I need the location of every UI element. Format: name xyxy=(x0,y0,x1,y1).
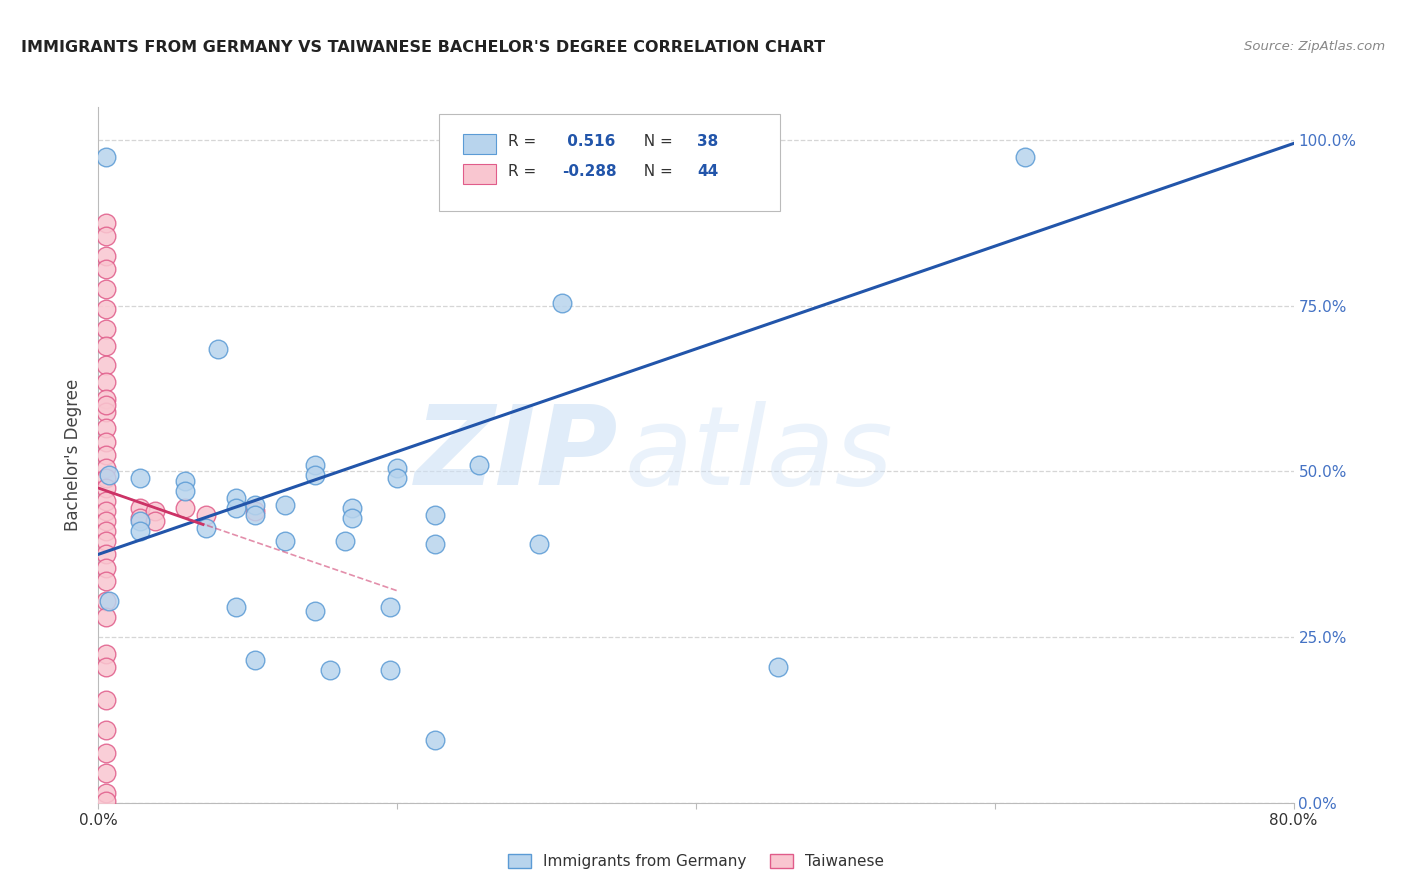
Point xyxy=(94,471,117,485)
Point xyxy=(129,471,152,485)
Point xyxy=(94,375,117,389)
Point xyxy=(94,766,117,780)
Point xyxy=(94,534,117,549)
Point xyxy=(94,282,117,296)
Text: ZIP: ZIP xyxy=(415,401,619,508)
Point xyxy=(94,524,117,538)
Point xyxy=(550,295,572,310)
Point xyxy=(94,421,117,435)
Point xyxy=(378,663,401,677)
Point xyxy=(94,338,117,352)
Point xyxy=(245,504,267,518)
Point xyxy=(225,500,247,515)
Point xyxy=(94,574,117,588)
Point xyxy=(245,498,267,512)
Point xyxy=(527,537,550,551)
Point xyxy=(94,547,117,561)
Point xyxy=(342,511,364,525)
Point xyxy=(195,521,218,535)
Point xyxy=(94,786,117,800)
Point xyxy=(1014,150,1036,164)
Point xyxy=(97,467,120,482)
Point xyxy=(174,500,197,515)
Text: 44: 44 xyxy=(697,164,718,179)
Point xyxy=(225,600,247,615)
Point xyxy=(94,322,117,336)
Point xyxy=(94,693,117,707)
Point xyxy=(129,524,152,538)
Point xyxy=(129,500,152,515)
Point xyxy=(94,514,117,528)
Point xyxy=(304,458,326,472)
Point xyxy=(94,448,117,462)
FancyBboxPatch shape xyxy=(463,164,496,184)
Point xyxy=(94,434,117,449)
Point xyxy=(304,604,326,618)
Point xyxy=(94,504,117,518)
Legend: Immigrants from Germany, Taiwanese: Immigrants from Germany, Taiwanese xyxy=(502,848,890,875)
Text: R =: R = xyxy=(509,135,541,149)
Point xyxy=(423,732,446,747)
Point xyxy=(143,504,166,518)
Point xyxy=(225,491,247,505)
Y-axis label: Bachelor's Degree: Bachelor's Degree xyxy=(65,379,83,531)
Point xyxy=(174,475,197,489)
Point xyxy=(94,405,117,419)
Point xyxy=(129,511,152,525)
Text: atlas: atlas xyxy=(624,401,893,508)
Point xyxy=(143,514,166,528)
Point xyxy=(385,471,409,485)
Point xyxy=(94,302,117,317)
Point xyxy=(94,262,117,277)
Point xyxy=(195,508,218,522)
Point xyxy=(94,216,117,230)
Text: N =: N = xyxy=(634,164,678,179)
Point xyxy=(274,498,297,512)
Point xyxy=(174,484,197,499)
Point xyxy=(94,660,117,674)
Point xyxy=(94,398,117,412)
Point xyxy=(94,560,117,574)
Point xyxy=(94,494,117,508)
Point xyxy=(94,746,117,760)
Point xyxy=(207,342,229,356)
Point xyxy=(245,653,267,667)
Point xyxy=(468,458,491,472)
Point xyxy=(766,660,789,674)
Point xyxy=(94,392,117,406)
Point xyxy=(94,359,117,373)
Point xyxy=(94,249,117,263)
FancyBboxPatch shape xyxy=(439,114,780,211)
Point xyxy=(97,593,120,607)
Point xyxy=(94,647,117,661)
Point xyxy=(94,593,117,607)
Point xyxy=(94,723,117,737)
Point xyxy=(94,150,117,164)
Point xyxy=(304,467,326,482)
Text: 38: 38 xyxy=(697,135,718,149)
Point xyxy=(94,461,117,475)
Point xyxy=(423,508,446,522)
Point xyxy=(385,461,409,475)
Point xyxy=(94,481,117,495)
Text: -0.288: -0.288 xyxy=(562,164,617,179)
Text: R =: R = xyxy=(509,164,541,179)
Point xyxy=(342,500,364,515)
Point xyxy=(245,508,267,522)
Point xyxy=(94,229,117,244)
Text: Source: ZipAtlas.com: Source: ZipAtlas.com xyxy=(1244,40,1385,54)
Point xyxy=(274,534,297,549)
Point xyxy=(319,663,342,677)
Text: 0.516: 0.516 xyxy=(562,135,616,149)
Text: IMMIGRANTS FROM GERMANY VS TAIWANESE BACHELOR'S DEGREE CORRELATION CHART: IMMIGRANTS FROM GERMANY VS TAIWANESE BAC… xyxy=(21,40,825,55)
Text: N =: N = xyxy=(634,135,678,149)
Point xyxy=(94,610,117,624)
Point xyxy=(378,600,401,615)
Point xyxy=(94,795,117,809)
Point xyxy=(333,534,356,549)
FancyBboxPatch shape xyxy=(463,134,496,153)
Point xyxy=(1364,706,1386,721)
Point xyxy=(423,537,446,551)
Point xyxy=(129,514,152,528)
